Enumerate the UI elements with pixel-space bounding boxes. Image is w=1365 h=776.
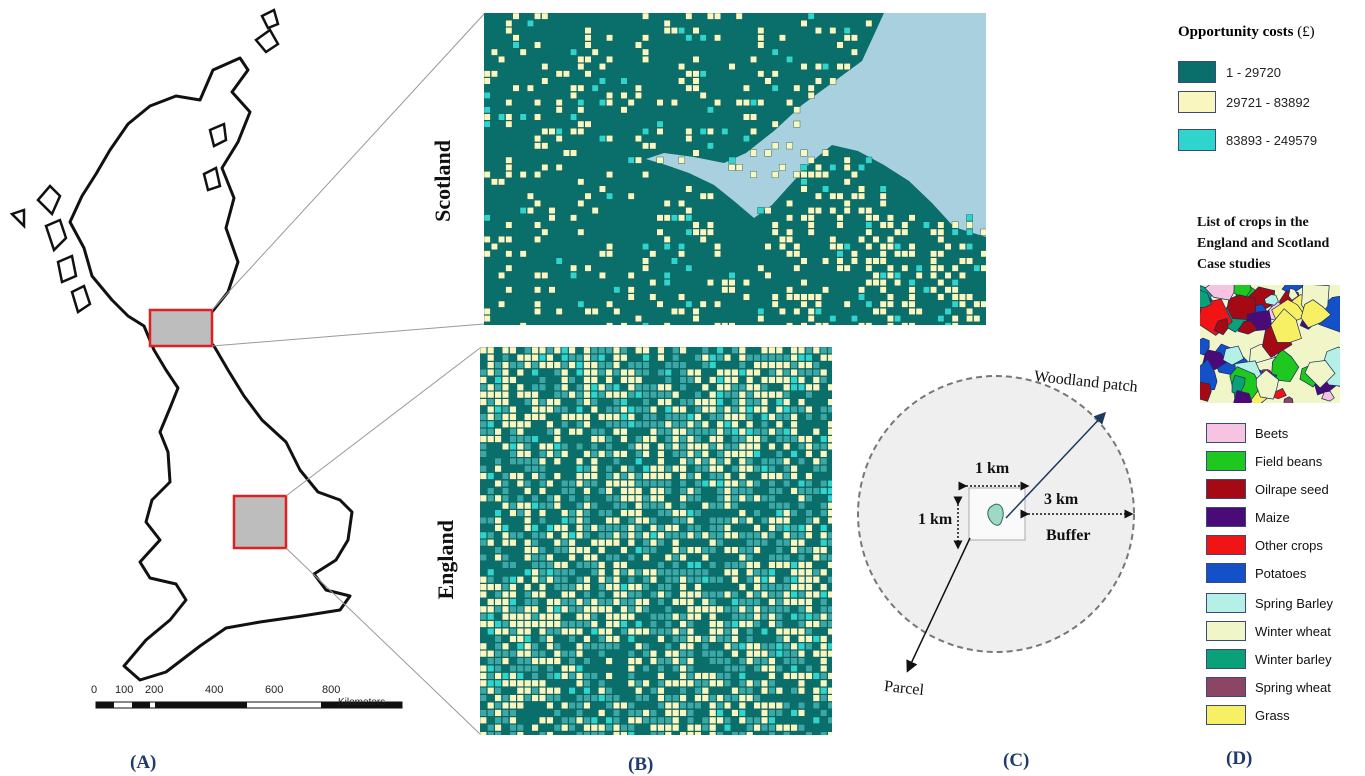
crop-label-winter-barley: Winter barley xyxy=(1255,651,1332,667)
crop-swatch-potatoes xyxy=(1206,563,1246,583)
england-study-area-box xyxy=(232,494,288,550)
england-opportunity-cost-map xyxy=(480,347,832,735)
crop-label-oilrape-seed: Oilrape seed xyxy=(1255,481,1329,497)
scotland-opportunity-cost-map xyxy=(484,13,986,325)
zoom-connector-lines xyxy=(211,13,485,735)
legend-swatch-high xyxy=(1178,129,1216,151)
legend-row-high: 83893 - 249579 xyxy=(1178,128,1317,152)
buffer-distance-label: 3 km xyxy=(1044,491,1079,508)
crop-swatch-oilrape-seed xyxy=(1206,479,1246,499)
legend-label-mid: 29721 - 83892 xyxy=(1226,94,1310,110)
crop-label-other-crops: Other crops xyxy=(1255,537,1323,553)
crop-label-field-beans: Field beans xyxy=(1255,453,1323,469)
panel-label-d: (D) xyxy=(1226,748,1253,769)
scottish-islands xyxy=(9,8,280,314)
panel-label-a: (A) xyxy=(130,752,157,773)
crop-list-title: List of crops in the England and Scotlan… xyxy=(1197,212,1329,275)
crop-row-oilrape-seed: Oilrape seed xyxy=(1206,478,1329,500)
woodland-arrow xyxy=(1005,411,1107,519)
great-britain-outline xyxy=(68,56,354,682)
opportunity-cost-legend: Opportunity costs (£) 1 - 29720 29721 - … xyxy=(1178,24,1358,154)
buffer-diagram xyxy=(857,375,1135,673)
crop-swatch-spring-wheat xyxy=(1206,677,1246,697)
crop-row-winter-barley: Winter barley xyxy=(1206,648,1332,670)
crop-title-line-2: England and Scotland xyxy=(1197,236,1330,251)
firth-water xyxy=(646,13,986,237)
scale-tick-200: 200 xyxy=(145,684,164,696)
crop-row-spring-wheat: Spring wheat xyxy=(1206,676,1331,698)
crop-row-field-beans: Field beans xyxy=(1206,450,1322,472)
crop-label-spring-wheat: Spring wheat xyxy=(1255,679,1331,695)
uk-map-panel: 0 100 200 400 600 800 Kilometers xyxy=(0,0,430,720)
panel-label-c: (C) xyxy=(1003,750,1030,771)
scotland-map-title: Scotland xyxy=(430,140,455,222)
height-label: 1 km xyxy=(918,511,953,528)
crop-row-winter-wheat: Winter wheat xyxy=(1206,620,1331,642)
scale-tick-800: 800 xyxy=(322,684,341,696)
crop-label-maize: Maize xyxy=(1255,509,1290,525)
legend-label-high: 83893 - 249579 xyxy=(1226,132,1318,148)
crop-swatch-maize xyxy=(1206,507,1246,527)
crop-swatch-winter-wheat xyxy=(1206,621,1246,641)
crop-swatch-beets xyxy=(1206,423,1246,443)
crop-label-potatoes: Potatoes xyxy=(1255,565,1307,581)
scale-tick-400: 400 xyxy=(205,684,224,696)
crop-row-maize: Maize xyxy=(1206,506,1290,528)
crop-map-thumbnail xyxy=(1200,285,1340,403)
width-label: 1 km xyxy=(975,460,1010,477)
buffer-label: Buffer xyxy=(1046,527,1091,544)
scale-tick-100: 100 xyxy=(115,684,134,696)
crop-label-winter-wheat: Winter wheat xyxy=(1255,623,1331,639)
crop-swatch-spring-barley xyxy=(1206,593,1246,613)
crop-title-line-3: Case studies xyxy=(1197,257,1271,272)
crop-swatch-winter-barley xyxy=(1206,649,1246,669)
crop-row-grass: Grass xyxy=(1206,704,1290,726)
crop-swatch-other-crops xyxy=(1206,535,1246,555)
legend-row-mid: 29721 - 83892 xyxy=(1178,90,1310,114)
crop-row-potatoes: Potatoes xyxy=(1206,562,1306,584)
crop-row-beets: Beets xyxy=(1206,422,1288,444)
crop-legend: Beets Field beans Oilrape seed Maize Oth… xyxy=(1206,422,1361,732)
legend-label-low: 1 - 29720 xyxy=(1226,64,1281,80)
legend-row-low: 1 - 29720 xyxy=(1178,60,1281,84)
england-map-title: England xyxy=(433,520,458,600)
legend-swatch-mid xyxy=(1178,91,1216,113)
crop-label-spring-barley: Spring Barley xyxy=(1255,595,1334,611)
woodland-patch-shape xyxy=(987,503,1004,526)
crop-row-spring-barley: Spring Barley xyxy=(1206,592,1333,614)
legend-title-unit: (£) xyxy=(1297,24,1315,40)
crop-title-line-1: List of crops in the xyxy=(1197,215,1309,230)
crop-label-beets: Beets xyxy=(1255,425,1289,441)
crop-swatch-grass xyxy=(1206,705,1246,725)
crop-row-other-crops: Other crops xyxy=(1206,534,1323,556)
crop-swatch-field-beans xyxy=(1206,451,1246,471)
scale-bar xyxy=(95,701,403,709)
opportunity-cost-legend-title: Opportunity costs (£) xyxy=(1178,24,1315,41)
scotland-study-area-box xyxy=(148,308,214,348)
uk-outline-map xyxy=(9,8,403,709)
crop-label-grass: Grass xyxy=(1255,707,1290,723)
parcel-arrow xyxy=(906,537,971,673)
scale-tick-0: 0 xyxy=(91,684,98,696)
scale-tick-600: 600 xyxy=(265,684,284,696)
scale-unit: Kilometers xyxy=(338,697,386,708)
legend-title-text: Opportunity costs xyxy=(1178,24,1294,40)
legend-swatch-low xyxy=(1178,61,1216,83)
panel-label-b: (B) xyxy=(628,754,654,775)
